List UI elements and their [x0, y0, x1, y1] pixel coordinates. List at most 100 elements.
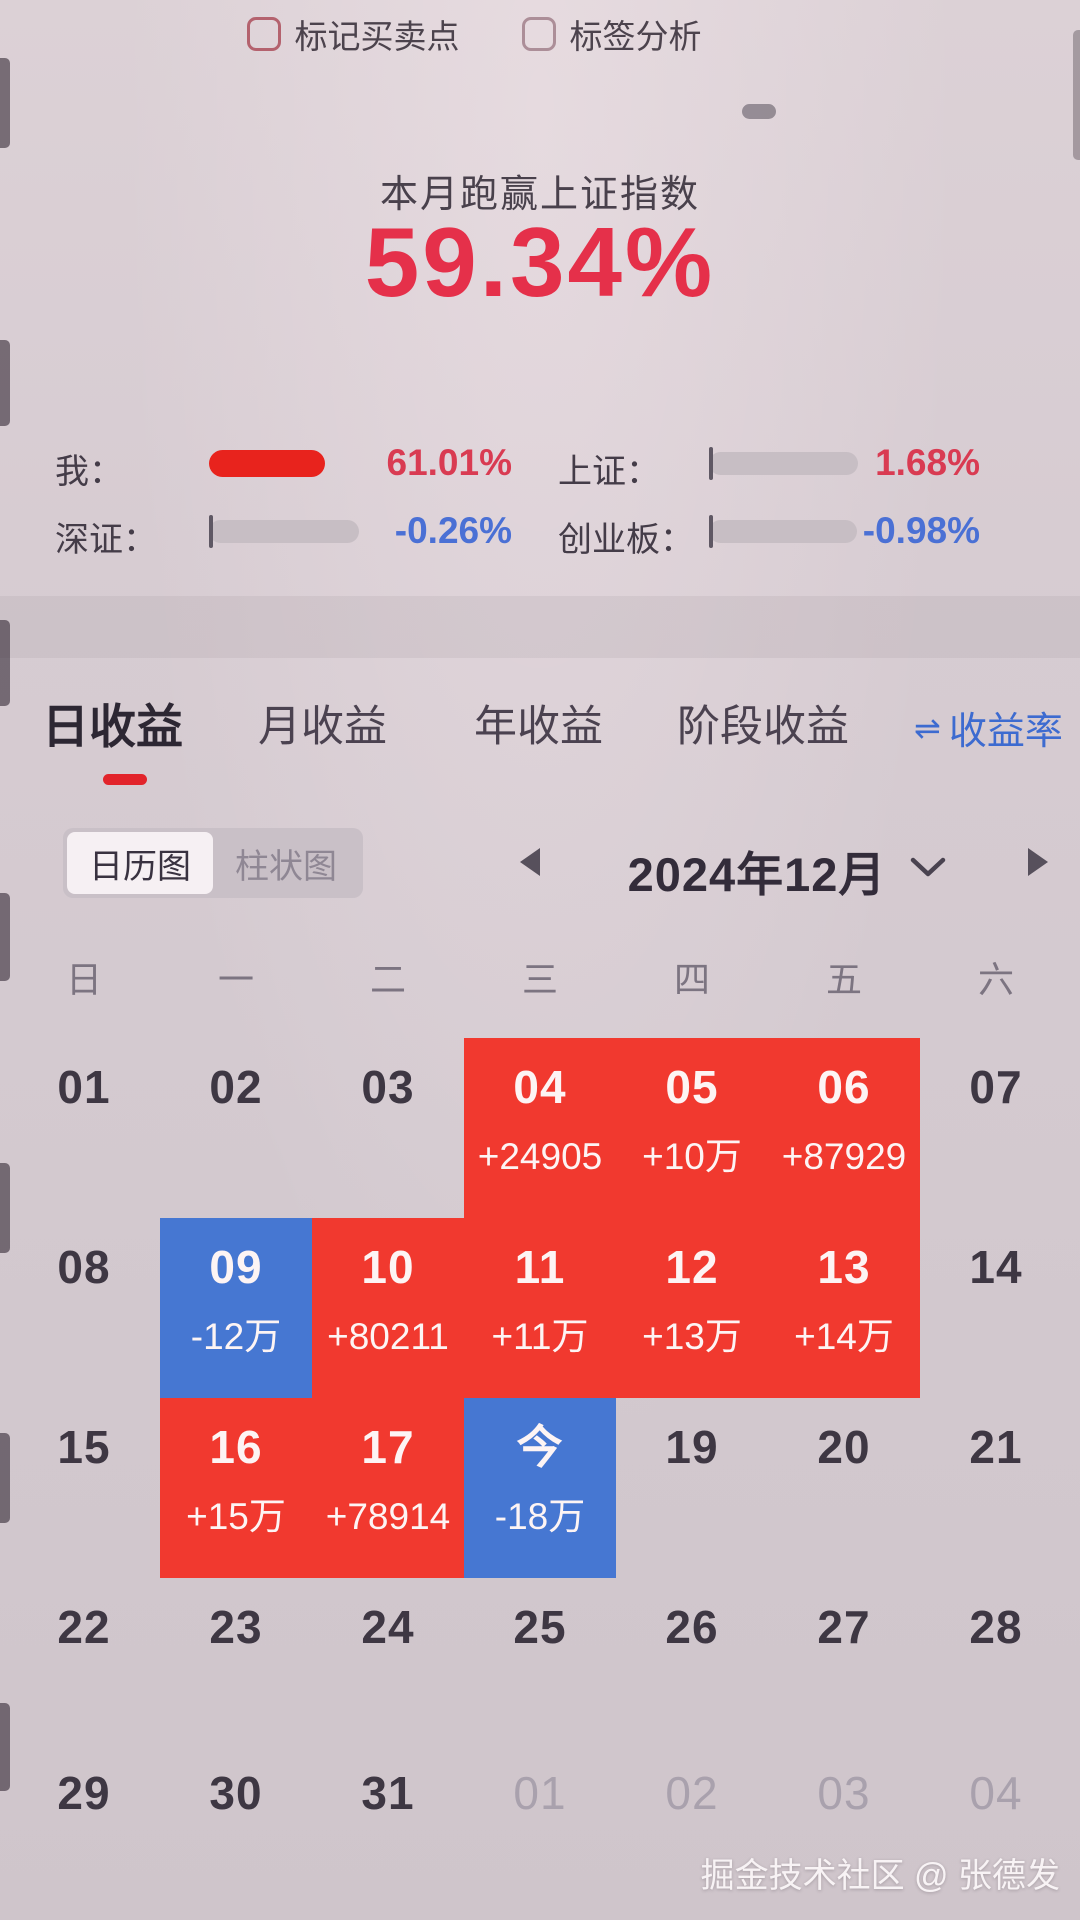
calendar-cell[interactable]: 02	[160, 1038, 312, 1218]
stat-shenzhen-label: 深证：	[55, 521, 157, 559]
calendar-cell[interactable]: 09 -12万	[160, 1218, 312, 1398]
calendar-grid: 01 02 03 04 +24905 05 +10万 06 +87929 07 08 09 -12万 10…	[8, 1038, 1072, 1920]
cell-date: 09	[209, 1241, 263, 1293]
cell-date: 06	[817, 1061, 871, 1113]
calendar-cell[interactable]: 02	[616, 1744, 768, 1920]
watermark: 掘金技术社区 @ 张德发	[700, 1857, 1060, 1895]
calendar-cell[interactable]: 10 +80211	[312, 1218, 464, 1398]
calendar-cell[interactable]: 19	[616, 1398, 768, 1578]
calendar-cell[interactable]: 03	[312, 1038, 464, 1218]
cell-profit-value: +80211	[327, 1316, 449, 1357]
next-month-icon[interactable]	[1028, 848, 1048, 876]
cell-date: 02	[665, 1767, 719, 1819]
rate-toggle-label: 收益率	[948, 711, 1063, 753]
calendar-cell[interactable]: 05 +10万	[616, 1038, 768, 1218]
cell-profit-value: +87929	[781, 1136, 907, 1177]
tag-analysis-option[interactable]: 标签分析	[521, 10, 702, 58]
tab-yearly-earnings[interactable]: 年收益	[474, 703, 603, 751]
prev-month-icon[interactable]	[520, 848, 540, 876]
weekday-label: 日	[65, 959, 102, 1000]
calendar-cell[interactable]: 24	[312, 1578, 464, 1744]
bar-view-segment[interactable]: 柱状图	[235, 847, 337, 886]
annotation-options-row: 标记买卖点 标签分析	[0, 8, 1080, 60]
cell-date: 03	[817, 1767, 871, 1819]
calendar-cell[interactable]: 21	[920, 1398, 1072, 1578]
cell-date: 08	[57, 1241, 111, 1293]
calendar-cell[interactable]: 23	[160, 1578, 312, 1744]
beat-index-subtitle: 本月跑赢上证指数	[379, 174, 700, 216]
calendar-cell[interactable]: 01	[464, 1744, 616, 1920]
calendar-cell[interactable]: 07	[920, 1038, 1072, 1218]
calendar-cell[interactable]: 26	[616, 1578, 768, 1744]
calendar-cell[interactable]: 13 +14万	[768, 1218, 920, 1398]
stat-chinext-value: -0.98%	[862, 510, 980, 551]
calendar-cell[interactable]: 29	[8, 1744, 160, 1920]
calendar-cell[interactable]: 08	[8, 1218, 160, 1398]
calendar-cell[interactable]: 04 +24905	[464, 1038, 616, 1218]
mark-trades-label: 标记买卖点	[294, 18, 460, 55]
cell-date: 14	[969, 1241, 1023, 1293]
calendar-cell[interactable]: 12 +13万	[616, 1218, 768, 1398]
stat-me-bar	[209, 450, 325, 477]
calendar-cell[interactable]: 17 +78914	[312, 1398, 464, 1578]
calendar-cell[interactable]: 15	[8, 1398, 160, 1578]
calendar-cell[interactable]: 20	[768, 1398, 920, 1578]
cell-profit-value: +11万	[491, 1316, 589, 1357]
tag-analysis-checkbox[interactable]	[521, 17, 556, 51]
cell-date: 11	[514, 1241, 566, 1293]
stat-shanghai-label: 上证：	[558, 453, 660, 491]
mark-trades-checkbox[interactable]	[246, 17, 281, 51]
cell-date: 16	[209, 1421, 263, 1473]
calendar-cell[interactable]: 31	[312, 1744, 464, 1920]
rate-toggle-link[interactable]: ⇌ 收益率	[914, 700, 1063, 755]
cell-profit-value: -12万	[190, 1316, 282, 1357]
cell-date: 今	[516, 1421, 564, 1473]
cell-date: 01	[513, 1767, 567, 1819]
calendar-cell[interactable]: 14	[920, 1218, 1072, 1398]
calendar-cell-today[interactable]: 今 -18万	[464, 1398, 616, 1578]
calendar-cell[interactable]: 27	[768, 1578, 920, 1744]
section-divider	[0, 596, 1080, 658]
tab-period-earnings[interactable]: 阶段收益	[677, 703, 849, 751]
calendar-cell[interactable]: 22	[8, 1578, 160, 1744]
month-label[interactable]: 2024年12月	[627, 848, 887, 901]
calendar-cell[interactable]: 03	[768, 1744, 920, 1920]
weekday-label: 四	[673, 959, 710, 1000]
cell-date: 15	[57, 1421, 111, 1473]
cell-date: 24	[361, 1601, 415, 1653]
calendar-cell[interactable]: 01	[8, 1038, 160, 1218]
calendar-cell[interactable]: 16 +15万	[160, 1398, 312, 1578]
cell-date: 25	[513, 1601, 567, 1653]
cell-date: 02	[209, 1061, 263, 1113]
cell-date: 29	[57, 1767, 111, 1819]
calendar-cell[interactable]: 11 +11万	[464, 1218, 616, 1398]
tab-daily-earnings[interactable]: 日收益	[42, 700, 183, 753]
stat-shanghai-bar-tick	[709, 447, 713, 480]
weekday-label: 一	[217, 959, 254, 1000]
tab-monthly-earnings[interactable]: 月收益	[258, 703, 387, 751]
cell-profit-value: +24905	[477, 1136, 603, 1177]
calendar-cell[interactable]: 06 +87929	[768, 1038, 920, 1218]
cell-date: 30	[209, 1767, 263, 1819]
stat-me-label: 我：	[55, 453, 123, 491]
chevron-down-icon[interactable]	[908, 856, 948, 885]
cell-profit-value: +14万	[794, 1316, 894, 1357]
stat-chinext-bar	[709, 520, 857, 543]
cell-date: 01	[57, 1061, 111, 1113]
stat-me-value: 61.01%	[386, 442, 513, 483]
cell-date: 05	[665, 1061, 719, 1113]
calendar-cell[interactable]: 30	[160, 1744, 312, 1920]
cell-profit-value: -18万	[494, 1496, 586, 1537]
cell-date: 07	[969, 1061, 1023, 1113]
cell-date: 13	[817, 1241, 871, 1293]
active-tab-underline	[103, 774, 147, 785]
stat-shenzhen-bar	[209, 520, 359, 543]
cell-date: 17	[361, 1421, 415, 1473]
calendar-cell[interactable]: 25	[464, 1578, 616, 1744]
calendar-cell[interactable]: 04	[920, 1744, 1072, 1920]
calendar-view-segment[interactable]: 日历图	[67, 832, 213, 894]
stat-shanghai-value: 1.68%	[875, 442, 980, 483]
mark-trades-option[interactable]: 标记买卖点	[246, 10, 460, 58]
calendar-cell[interactable]: 28	[920, 1578, 1072, 1744]
